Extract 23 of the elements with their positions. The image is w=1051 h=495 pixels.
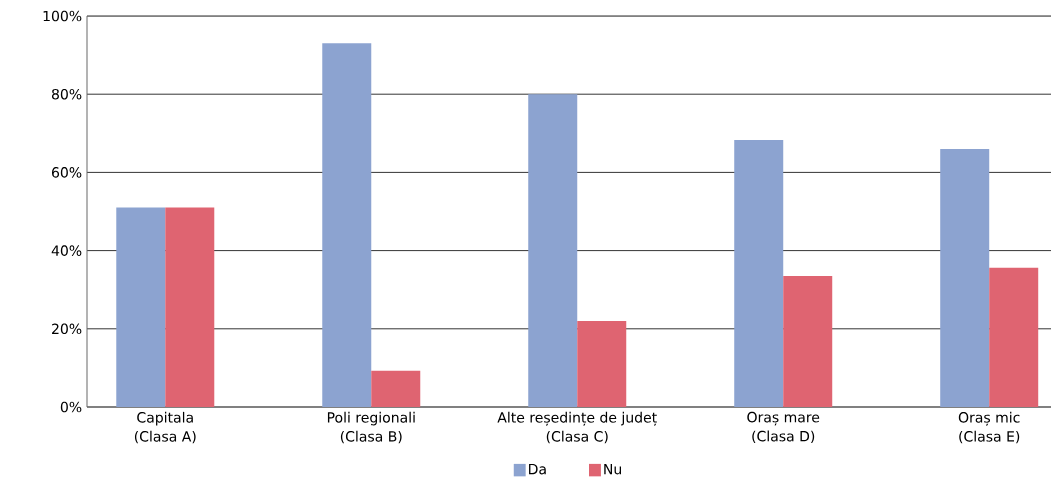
bar <box>783 276 833 407</box>
y-tick-label: 0% <box>60 401 82 413</box>
legend-label: Da <box>529 463 546 475</box>
x-tick-label: Capitala (Clasa A) <box>134 411 196 444</box>
x-tick-label: Alte reședințe de județ (Clasa C) <box>497 411 657 444</box>
bar <box>577 320 627 407</box>
y-tick-label: 60% <box>52 167 82 178</box>
y-tick-label: 100% <box>43 10 82 22</box>
legend-label: Nu <box>604 463 621 475</box>
y-tick-label: 80% <box>51 88 82 100</box>
x-tick-label: Oraș mic (Clasa E) <box>958 411 1020 444</box>
x-tick-label: Poli regionali (Clasa B) <box>327 411 415 444</box>
y-tick-label: 40% <box>51 245 82 256</box>
x-tick-label: Oraș mare (Clasa D) <box>747 411 820 444</box>
bar <box>734 139 784 407</box>
bar <box>116 207 166 407</box>
bar <box>989 267 1039 407</box>
y-tick-label: 20% <box>52 323 82 335</box>
bar <box>940 148 990 407</box>
bar <box>322 43 372 407</box>
bar <box>371 370 421 407</box>
bar <box>528 94 578 407</box>
bar <box>165 207 215 407</box>
